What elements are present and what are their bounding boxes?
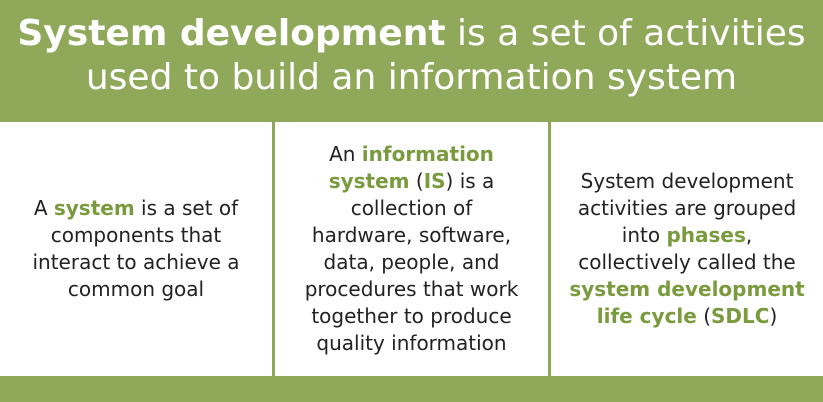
text-run: collection of: [350, 196, 473, 220]
text-line: collection of: [305, 195, 519, 222]
title-line-2: used to build an information system: [85, 57, 738, 98]
definition-system: A system is a set of components that inter…: [0, 122, 272, 376]
highlighted-term: system: [328, 169, 410, 193]
text-run: data, people, and: [323, 250, 500, 274]
text-line: interact to achieve a: [32, 249, 239, 276]
highlighted-term: system development: [569, 277, 805, 301]
title-bold-term: System development: [17, 13, 446, 54]
highlighted-term: phases: [666, 223, 746, 247]
text-run: is a set of: [134, 196, 239, 220]
text-run: (: [696, 304, 712, 328]
text-run: System development: [580, 169, 794, 193]
footer-band: [0, 376, 823, 402]
definition-information-system: An information system (IS) is a collection…: [275, 122, 548, 376]
highlighted-term: SDLC: [711, 304, 770, 328]
text-line: together to produce: [305, 303, 519, 330]
text-line: collectively called the: [569, 249, 804, 276]
text-run: quality information: [316, 331, 507, 355]
text-run: common goal: [67, 277, 205, 301]
text-run: An: [329, 142, 362, 166]
definition-text: An information system (IS) is a collection…: [305, 141, 519, 357]
text-run: ): [769, 304, 778, 328]
definition-row: A system is a set of components that inter…: [0, 122, 823, 376]
text-run: components that: [50, 223, 222, 247]
text-run: activities are grouped: [577, 196, 797, 220]
highlighted-term: life cycle: [596, 304, 697, 328]
text-line: quality information: [305, 330, 519, 357]
text-run: ) is a: [445, 169, 495, 193]
text-run: ,: [745, 223, 753, 247]
text-line: common goal: [32, 276, 239, 303]
text-run: into: [621, 223, 667, 247]
text-line: hardware, software,: [305, 222, 519, 249]
text-run: (: [409, 169, 424, 193]
highlighted-term: system: [53, 196, 135, 220]
text-run: A: [33, 196, 54, 220]
highlighted-term: information: [361, 142, 494, 166]
text-line: A system is a set of: [32, 195, 239, 222]
text-line: components that: [32, 222, 239, 249]
text-run: collectively called the: [578, 250, 796, 274]
text-line: System development: [569, 168, 804, 195]
text-run: procedures that work: [304, 277, 519, 301]
text-line: data, people, and: [305, 249, 519, 276]
title-line-1-rest: is a set of activities: [445, 13, 806, 54]
text-run: together to produce: [311, 304, 512, 328]
text-run: interact to achieve a: [32, 250, 240, 274]
text-line: system development: [569, 276, 804, 303]
text-line: system (IS) is a: [305, 168, 519, 195]
definition-text: System development activities are grouped…: [569, 168, 804, 330]
title-line-1: System development is a set of activitie…: [0, 12, 823, 56]
text-line: procedures that work: [305, 276, 519, 303]
text-line: into phases,: [569, 222, 804, 249]
definition-sdlc: System development activities are grouped…: [551, 122, 823, 376]
text-run: hardware, software,: [311, 223, 512, 247]
text-line: An information: [305, 141, 519, 168]
slide-title: System development is a set of activitie…: [0, 0, 823, 118]
text-line: activities are grouped: [569, 195, 804, 222]
highlighted-term: IS: [423, 169, 446, 193]
text-line: life cycle (SDLC): [569, 303, 804, 330]
definition-text: A system is a set of components that inter…: [32, 195, 239, 303]
